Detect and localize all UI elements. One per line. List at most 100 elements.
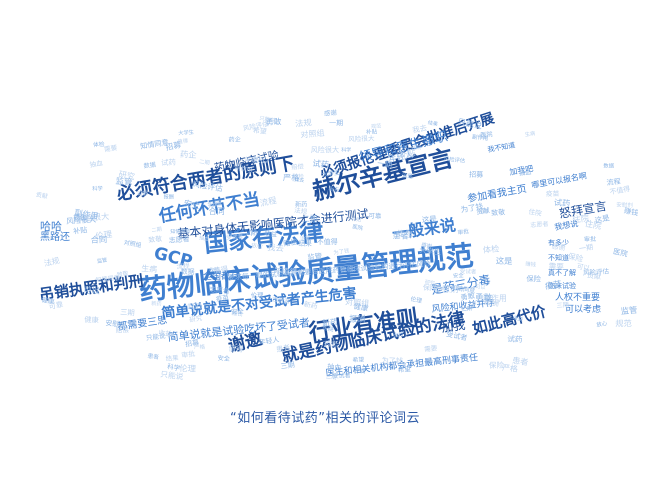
cloud-word: 安全 — [183, 198, 200, 211]
cloud-word: 住院 — [572, 213, 591, 225]
cloud-word: 患者 — [393, 231, 409, 241]
cloud-word: 放心 — [253, 154, 269, 165]
cloud-word: 黑路还 — [40, 230, 70, 243]
cloud-word: 勇敢 — [460, 291, 476, 302]
cloud-word: 有多少 — [548, 238, 569, 247]
cloud-word: 风险很大 — [311, 145, 339, 154]
cloud-word: 保险 — [423, 283, 437, 292]
cloud-word: 规范 — [615, 318, 632, 328]
cloud-word: 可靠 — [368, 211, 382, 220]
cloud-word: 报酬 — [207, 198, 222, 209]
cloud-word: 研究 — [118, 169, 136, 182]
cloud-word: 健康 — [353, 302, 370, 314]
cloud-word: 我不知道 — [487, 140, 516, 154]
cloud-word: 受试者 — [332, 371, 350, 380]
cloud-word: 法规 — [294, 205, 309, 216]
cloud-word: 风险很大 — [76, 211, 109, 223]
cloud-word: 收益 — [209, 266, 220, 274]
cloud-word: 全国都有 — [203, 270, 239, 282]
cloud-word: 赔偿 — [115, 325, 129, 334]
cloud-word: 放心 — [596, 319, 609, 329]
cloud-word: 为了钱 — [333, 246, 351, 256]
cloud-word: 审批 — [457, 227, 470, 237]
cloud-word: 只能说 — [160, 369, 184, 382]
cloud-word: 招募 — [469, 170, 483, 179]
cloud-word: 大学生 — [321, 168, 340, 178]
cloud-word: 知情同意 — [140, 137, 170, 150]
cloud-word: 一期 — [578, 242, 593, 253]
cloud-word: 志愿者 — [272, 295, 291, 305]
cloud-word: 受试者 — [226, 232, 244, 241]
word-cloud-caption: “如何看待试药”相关的评论词云 — [230, 411, 420, 426]
cloud-word: 伦理 — [179, 363, 197, 374]
cloud-word: 赔偿 — [291, 163, 304, 172]
cloud-word: 试药 — [554, 197, 571, 208]
cloud-word: 医院 — [352, 222, 365, 232]
cloud-word: 结果 — [299, 238, 313, 247]
cloud-word: 试药 — [507, 334, 523, 345]
cloud-word: 抽血 — [89, 158, 104, 169]
cloud-word: 一期 — [243, 228, 258, 238]
cloud-word: 数据 — [181, 267, 195, 276]
cloud-word: 生病 — [141, 263, 158, 274]
cloud-word: 保险 — [526, 274, 541, 283]
cloud-word: 住院 — [584, 218, 603, 231]
cloud-word: 风险评估 — [583, 266, 610, 277]
cloud-word: 科学 — [167, 362, 182, 373]
cloud-word: 安慰剂 — [105, 318, 127, 329]
cloud-word: 感谢 — [551, 241, 566, 252]
cloud-word: 二期 — [199, 158, 210, 166]
cloud-word: 合同 — [477, 132, 489, 142]
cloud-word: 需要 — [424, 344, 438, 353]
cloud-word: 不值得 — [317, 237, 338, 246]
cloud-word: 法规 — [295, 117, 312, 128]
cloud-word: 补贴 — [366, 127, 378, 135]
cloud-word: 规范 — [371, 122, 382, 130]
cloud-word: 新药 — [295, 200, 307, 208]
cloud-word: 三期 — [280, 360, 295, 371]
cloud-word: 值得 — [177, 136, 189, 145]
cloud-word: 治疗 — [479, 208, 489, 215]
cloud-word: 人权不重要 — [555, 291, 600, 303]
cloud-word: 大学生 — [419, 246, 442, 257]
cloud-word: 法规 — [43, 255, 61, 268]
cloud-word: 抽血 — [199, 234, 210, 243]
cloud-word: 二期 — [302, 214, 318, 223]
cloud-word: 志愿者 — [209, 285, 230, 296]
cloud-word: 只能说 — [457, 116, 483, 131]
cloud-word: 报酬 — [349, 313, 365, 323]
cloud-word: 三期 — [556, 301, 569, 310]
cloud-word: 三期 — [325, 373, 336, 381]
cloud-word: 生病 — [354, 366, 366, 375]
cloud-word: 二期 — [461, 305, 473, 314]
cloud-word: 放心 — [251, 241, 263, 250]
cloud-word: 只能说 — [259, 114, 276, 125]
cloud-word: 药企 — [180, 149, 198, 160]
cloud-word: 研究 — [424, 279, 435, 287]
cloud-word: 需要 — [104, 144, 119, 154]
cloud-word: 数据 — [603, 162, 614, 170]
cloud-word: 不值得 — [609, 184, 631, 196]
cloud-word: 患者 — [147, 352, 160, 361]
cloud-word: 报酬 — [164, 194, 174, 201]
cloud-word: 药企 — [324, 339, 338, 348]
cloud-word: 保险 — [567, 251, 585, 264]
cloud-word: 审批 — [181, 349, 196, 360]
cloud-word: 疫苗 — [544, 279, 562, 291]
cloud-word: 我去 — [267, 242, 285, 253]
cloud-word: 可以考虑 — [565, 303, 601, 315]
cloud-word: 流程 — [606, 176, 621, 187]
cloud-word: 补贴 — [398, 147, 416, 159]
cloud-word: 感谢 — [421, 240, 433, 250]
cloud-word: 疫苗 — [546, 189, 560, 198]
cloud-word: 哈哈 — [40, 220, 62, 233]
cloud-word: 结果 — [165, 353, 179, 363]
cloud-word: 感谢 — [324, 108, 338, 118]
cloud-word: 安慰剂 — [433, 284, 458, 294]
cloud-word: 志愿者 — [169, 234, 190, 244]
cloud-word: 结果 — [427, 119, 438, 128]
mask-word-cloud-svg: 药物临床试验质量管理规范国家有法律赫尔辛基宣言行业有准则必须符合两者的原则下任何… — [35, 108, 639, 382]
cloud-word: 科学 — [92, 184, 103, 192]
cloud-word: 科学 — [341, 146, 351, 153]
cloud-word: 医院 — [322, 323, 335, 333]
